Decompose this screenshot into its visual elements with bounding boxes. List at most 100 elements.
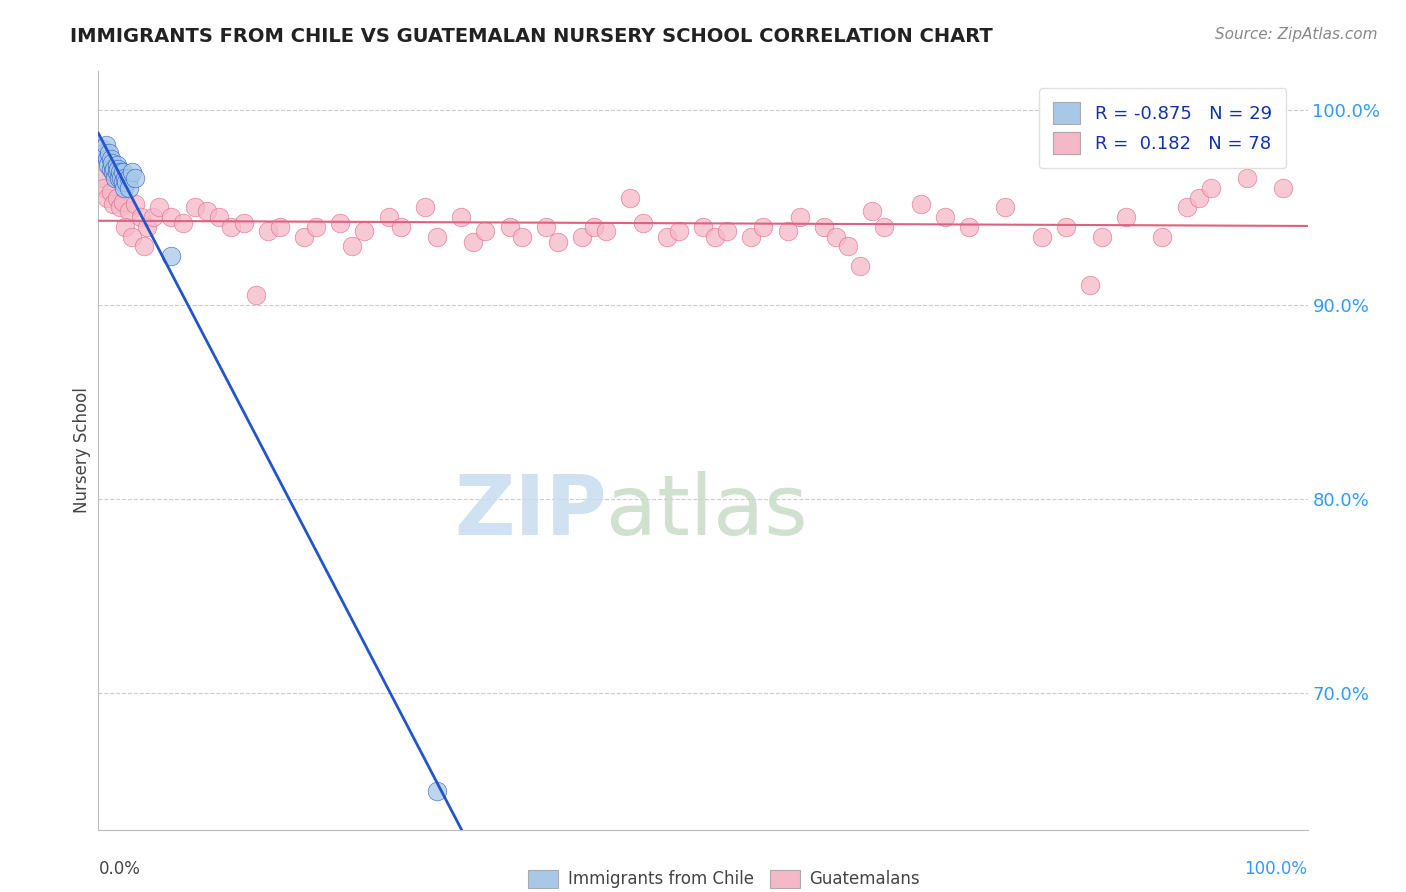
Text: 100.0%: 100.0% — [1244, 860, 1308, 878]
Point — [105, 158, 128, 172]
Point — [740, 229, 762, 244]
Point — [498, 219, 520, 234]
Point — [184, 201, 207, 215]
Point — [103, 161, 125, 176]
Point — [121, 229, 143, 244]
Point — [655, 229, 678, 244]
Point — [118, 171, 141, 186]
Point — [195, 204, 218, 219]
Point — [232, 216, 254, 230]
Bar — [769, 870, 800, 888]
Point — [957, 219, 980, 234]
Point — [105, 165, 128, 179]
Point — [329, 216, 352, 230]
Point — [97, 158, 120, 172]
Point — [619, 191, 641, 205]
Point — [1175, 201, 1198, 215]
Point — [121, 165, 143, 179]
Point — [571, 229, 593, 244]
Point — [1031, 229, 1053, 244]
Point — [107, 161, 129, 176]
Point — [111, 194, 134, 209]
Point — [776, 224, 799, 238]
Point — [100, 161, 122, 176]
Y-axis label: Nursery School: Nursery School — [73, 387, 91, 514]
Point — [91, 142, 114, 156]
Point — [595, 224, 617, 238]
Point — [353, 224, 375, 238]
Point — [426, 229, 449, 244]
Text: 0.0%: 0.0% — [98, 860, 141, 878]
Point — [105, 191, 128, 205]
Point — [752, 219, 775, 234]
Point — [463, 235, 485, 250]
Text: ZIP: ZIP — [454, 471, 606, 551]
Point — [413, 201, 436, 215]
Point — [100, 185, 122, 199]
Point — [100, 152, 122, 166]
Point — [129, 210, 152, 224]
Point — [134, 239, 156, 253]
Point — [101, 165, 124, 179]
Point — [1054, 219, 1077, 234]
Point — [221, 219, 243, 234]
Point — [96, 152, 118, 166]
Point — [631, 216, 654, 230]
Text: Guatemalans: Guatemalans — [810, 870, 920, 888]
Point — [1078, 278, 1101, 293]
Point — [100, 155, 122, 169]
Point — [292, 229, 315, 244]
Point — [789, 210, 811, 224]
Point — [91, 171, 114, 186]
Point — [510, 229, 533, 244]
Point — [104, 171, 127, 186]
Point — [426, 783, 449, 797]
Point — [115, 175, 138, 189]
Point — [112, 181, 135, 195]
Point — [474, 224, 496, 238]
Point — [93, 146, 115, 161]
Text: Immigrants from Chile: Immigrants from Chile — [568, 870, 754, 888]
Point — [873, 219, 896, 234]
Point — [305, 219, 328, 234]
Point — [342, 239, 364, 253]
Point — [1272, 181, 1295, 195]
Point — [450, 210, 472, 224]
Point — [849, 259, 872, 273]
Point — [124, 171, 146, 186]
Point — [813, 219, 835, 234]
Point — [108, 165, 131, 179]
Point — [114, 171, 136, 186]
Point — [1236, 171, 1258, 186]
Point — [108, 201, 131, 215]
Point — [934, 210, 956, 224]
Point — [142, 210, 165, 224]
Legend: R = -0.875   N = 29, R =  0.182   N = 78: R = -0.875 N = 29, R = 0.182 N = 78 — [1039, 88, 1286, 168]
Point — [1188, 191, 1211, 205]
Point — [1115, 210, 1137, 224]
Text: atlas: atlas — [606, 471, 808, 551]
Point — [160, 210, 183, 224]
Point — [269, 219, 291, 234]
Text: Source: ZipAtlas.com: Source: ZipAtlas.com — [1215, 27, 1378, 42]
Point — [256, 224, 278, 238]
Point — [148, 201, 170, 215]
Point — [101, 196, 124, 211]
Point — [94, 138, 117, 153]
Point — [583, 219, 606, 234]
Point — [547, 235, 569, 250]
Point — [389, 219, 412, 234]
Point — [135, 219, 157, 234]
Point — [111, 165, 134, 179]
Point — [1091, 229, 1114, 244]
Point — [110, 171, 132, 186]
Point — [825, 229, 848, 244]
Bar — [527, 870, 558, 888]
Point — [668, 224, 690, 238]
Point — [93, 181, 115, 195]
Point — [837, 239, 859, 253]
Point — [534, 219, 557, 234]
Point — [716, 224, 738, 238]
Point — [96, 191, 118, 205]
Point — [111, 175, 134, 189]
